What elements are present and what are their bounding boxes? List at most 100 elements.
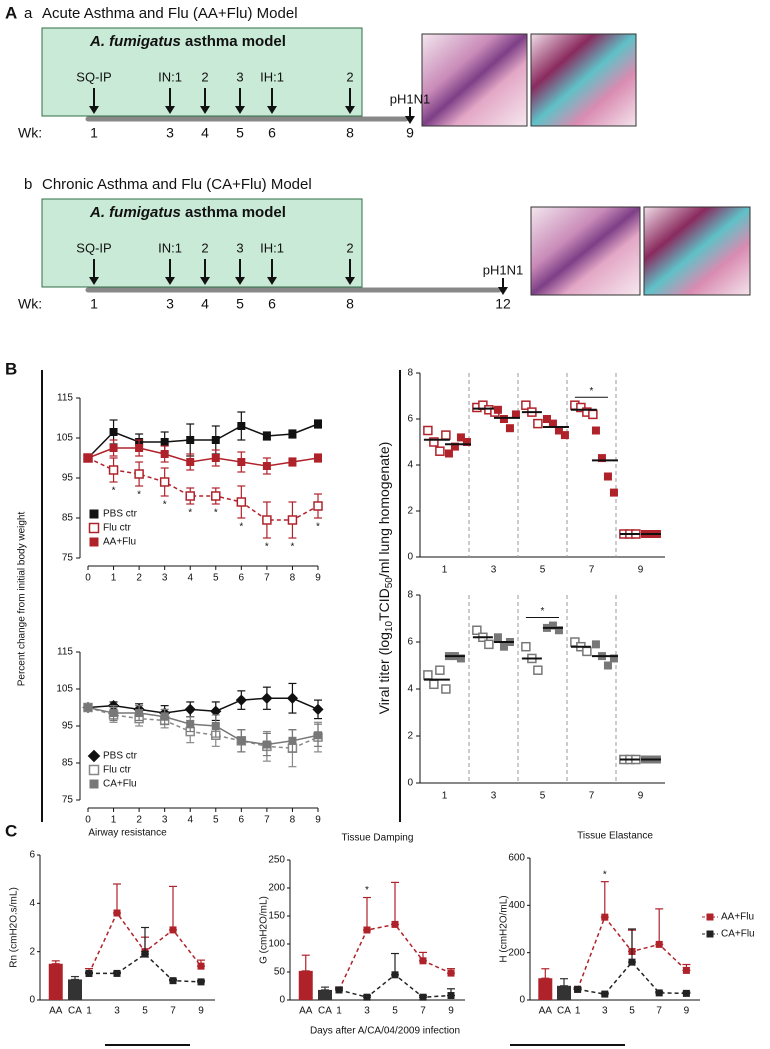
marker [262,515,272,525]
x-tick-label: 1 [111,815,117,826]
legend-label: Flu ctr [103,765,131,776]
significance-star: * [316,522,320,533]
marker [628,958,636,966]
x-tick-label: 0 [85,815,91,826]
marker [211,491,221,501]
marker [435,446,445,456]
marker [363,926,371,934]
marker [84,703,92,712]
series-line [87,697,319,714]
marker [588,409,598,420]
marker [655,989,663,997]
x-tick-label: 9 [315,815,321,826]
marker [609,488,618,497]
marker [582,646,592,657]
marker [601,913,609,921]
marker [185,491,195,501]
x-tick-label: 6 [239,573,245,584]
significance-star: * [540,606,544,617]
week-label: 6 [268,296,276,312]
legend-label: CA+Flu [721,929,755,940]
marker [548,621,557,630]
x-axis-label: Days after A/CA/04/2009 infection [310,1026,460,1037]
x-tick-label: 3 [491,565,497,576]
arrow-head [200,106,210,114]
y-tick-label: 2 [29,946,35,957]
week-label: 4 [201,296,209,312]
x-tick-label: AA [49,1006,63,1017]
marker [655,940,663,948]
marker [419,957,427,965]
week-label: 5 [236,125,244,141]
legend-label: AA+Flu [721,912,754,923]
x-tick-label: 3 [114,1006,120,1017]
y-tick-label: 0 [29,995,35,1006]
marker [211,722,220,730]
marker [511,410,520,419]
y-tick-label: 75 [62,795,74,806]
marker [85,969,93,977]
marker [88,764,100,776]
marker [109,444,118,452]
marker [84,454,92,462]
legend-label: CA+Flu [103,779,137,790]
marker [288,458,297,466]
marker [159,477,170,487]
x-tick-label: 9 [638,791,644,802]
week-label: 6 [268,125,276,141]
series-line [87,706,319,749]
week-label: 3 [166,296,174,312]
x-tick-label: 5 [540,791,546,802]
marker [682,966,690,974]
x-tick-label: 9 [684,1006,690,1017]
x-tick-label: 7 [264,573,270,584]
marker [423,670,433,680]
marker [601,990,609,998]
marker [441,684,451,694]
marker [554,426,563,435]
marker [113,969,121,977]
marker [335,986,343,994]
marker [435,665,445,675]
x-tick-label: 2 [136,573,142,584]
marker [314,454,322,462]
week-label: 8 [346,125,354,141]
chart-title: Tissue Elastance [577,831,653,842]
marker [210,705,222,717]
x-tick-label: 2 [136,815,142,826]
event-label: 2 [346,240,353,255]
marker [87,749,101,763]
x-tick-label: 5 [213,573,219,584]
y-tick-label: 0 [407,778,413,789]
model-box [41,27,363,117]
y-tick-label: 150 [268,911,285,922]
event-label: IH:1 [260,240,284,255]
chart-title: Tissue Damping [342,833,414,844]
arrow-head [405,116,415,124]
x-tick-label: CA [557,1006,571,1017]
x-tick-label: 9 [315,573,321,584]
marker [288,736,297,745]
box-title: A. fumigatus asthma model [89,204,286,221]
series-line [87,423,319,459]
x-tick-label: 5 [142,1006,148,1017]
y-tick-label: 100 [268,939,285,950]
marker [597,454,606,463]
y-axis-label-part: 50 [384,577,395,589]
schematic-letter: a [24,5,33,22]
y-tick-label: 115 [57,647,73,658]
week-label: 1 [90,125,98,141]
marker [262,740,271,749]
marker [499,642,508,651]
week-axis-label: Wk: [18,296,42,312]
event-label: SQ-IP [76,69,111,84]
marker [603,472,612,481]
bar [68,979,82,1000]
y-tick-label: 4 [407,684,413,695]
y-tick-label: 600 [508,853,525,864]
chart-title: Airway resistance [88,828,167,839]
marker [108,465,119,475]
y-axis-label-part: 10 [384,621,395,633]
y-tick-label: 6 [407,637,413,648]
marker [109,428,118,436]
